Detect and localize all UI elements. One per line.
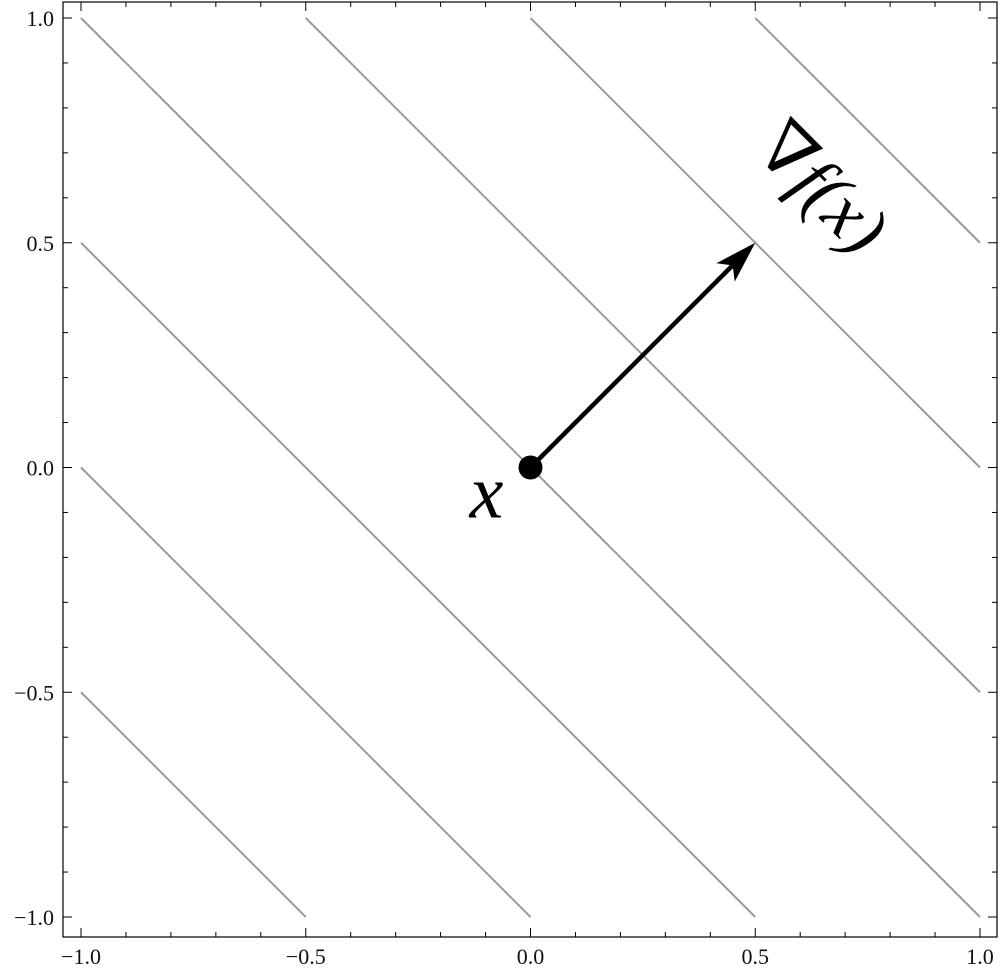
x-tick-label: −0.5 [286, 944, 326, 969]
x-tick-label: 1.0 [966, 944, 994, 969]
y-tick-label: −1.0 [14, 905, 54, 930]
y-tick-label: 0.5 [27, 231, 55, 256]
annotation-layer: x ∇f(x) [469, 106, 904, 534]
gradient-vector-shaft [528, 263, 735, 470]
gradient-vector-label: ∇f(x) [741, 106, 904, 269]
x-tick-label: −1.0 [61, 944, 101, 969]
point-x-label: x [469, 451, 504, 535]
axis-ticks [63, 2, 997, 937]
point-x-marker [518, 455, 543, 480]
contour-line-2 [80, 242, 756, 918]
gradient-vector-arrowhead [716, 242, 756, 282]
y-tick-label: 1.0 [27, 6, 55, 31]
contour-line-1 [80, 466, 532, 918]
x-tick-label: 0.5 [742, 944, 770, 969]
y-tick-label: −0.5 [14, 680, 54, 705]
y-tick-label: 0.0 [27, 456, 55, 481]
axis-tick-labels: −1.0 −0.5 0.0 0.5 1.0 −1.0 −0.5 0.0 0.5 1.0 [14, 6, 994, 969]
contour-line-0 [80, 691, 307, 918]
contour-line-6 [754, 17, 981, 244]
x-tick-label: 0.0 [517, 944, 545, 969]
